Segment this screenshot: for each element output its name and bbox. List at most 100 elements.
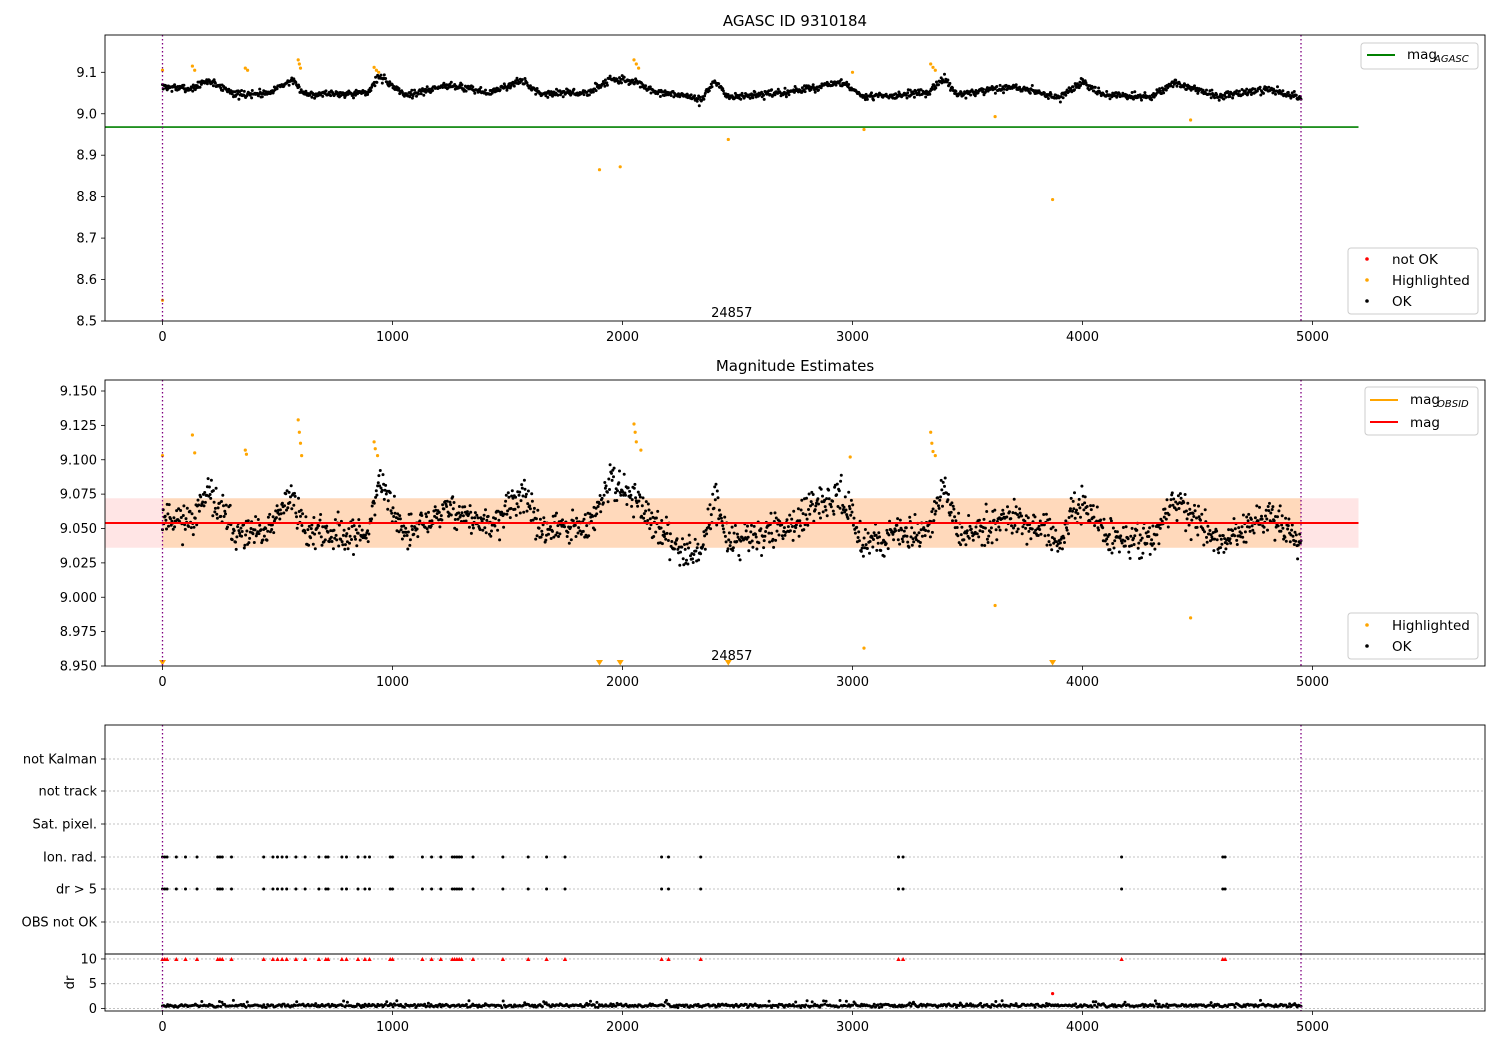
p2-ok-point [192, 525, 196, 529]
p2-ok-point [207, 485, 211, 489]
p2-ok-point [278, 508, 282, 512]
p2-ok-point [397, 530, 401, 534]
dr-clipped-marker [896, 956, 901, 961]
p2-ok-point [427, 510, 430, 514]
p1-ok-point [783, 86, 787, 90]
p2-ok-point [554, 533, 558, 537]
p2-ok-point [331, 547, 335, 551]
dr-point [794, 1000, 798, 1004]
p2-ok-point [445, 505, 449, 508]
p2-ok-point [520, 486, 524, 490]
flag-event-point [1223, 855, 1227, 859]
p2-ok-point [213, 506, 217, 510]
p2-ok-point [237, 529, 241, 533]
p2-ok-point [879, 549, 883, 552]
p2-ok-point [539, 535, 543, 539]
p2-ok-point [177, 507, 181, 511]
p2-ok-point [788, 513, 792, 517]
dr-point [595, 1000, 599, 1004]
p2-ok-point [502, 525, 506, 529]
p1-ok-point [523, 77, 527, 80]
p2-ok-point [439, 514, 443, 518]
p2-ok-point [625, 503, 629, 506]
p1-ok-point [762, 93, 766, 97]
p2-ok-point [469, 510, 473, 514]
p1-ok-point [773, 93, 777, 97]
p2-ok-point [977, 518, 981, 522]
dr-clipped-marker [544, 956, 549, 961]
p2-ok-point [1126, 537, 1130, 541]
p2-ok-point [465, 510, 469, 514]
p2-ok-point [342, 528, 346, 532]
p2-ok-point [918, 541, 922, 544]
dr-point [969, 1002, 972, 1006]
p2-ok-point [946, 498, 950, 502]
p2-ok-point [786, 525, 790, 529]
p2-ok-point [191, 533, 195, 537]
flag-event-point [471, 887, 475, 891]
dr-point [596, 1005, 600, 1009]
p2-ok-point [1105, 542, 1109, 546]
p2-ok-point [801, 512, 805, 516]
p2-ok-point [182, 504, 186, 508]
p1-ok-point [490, 91, 494, 95]
dr-point [696, 1002, 700, 1006]
p2-ok-point [393, 511, 397, 515]
p2-ok-point [1026, 516, 1030, 520]
p2-ok-point [715, 523, 719, 527]
p2-ok-point [604, 484, 608, 488]
p2-ok-point [502, 512, 506, 516]
p2-ok-point [1222, 550, 1226, 554]
p1-ok-point [648, 85, 652, 89]
p2-ok-point [731, 546, 735, 550]
p2-ok-point [1046, 533, 1050, 537]
p1-ok-point [380, 81, 384, 85]
p1-ytick-label-5: 9.0 [76, 107, 97, 122]
flag-event-point [280, 855, 284, 859]
p1-ytick-label-1: 8.6 [76, 273, 97, 288]
dr-point [766, 1004, 770, 1008]
p1-ok-point [619, 77, 623, 81]
dr-point [820, 1003, 824, 1007]
p1-highlighted-point-3 [193, 68, 197, 72]
p2-ok-point [849, 498, 853, 502]
p2-ok-point [985, 537, 989, 541]
p2-ok-point [697, 558, 701, 562]
p2-ok-point [596, 505, 600, 508]
dr-point [1094, 1000, 1098, 1004]
p2-ok-point [937, 506, 941, 510]
p2-ok-point [1270, 508, 1274, 511]
dr-point [262, 1003, 266, 1007]
p1-ok-point [949, 88, 952, 92]
p1-ok-point [260, 95, 264, 99]
p2-ok-point [530, 499, 534, 503]
p2-ok-point [1107, 533, 1111, 536]
p2-ok-point [1294, 539, 1298, 543]
p1-ok-point [943, 72, 946, 76]
p1-xtick-label-0: 0 [158, 330, 166, 345]
p2-ok-point [323, 538, 327, 542]
p2-highlighted-point-20 [933, 454, 937, 458]
p2-ok-point [283, 504, 286, 508]
p2-ok-point [1117, 550, 1121, 554]
p2-ok-point [825, 497, 829, 501]
p2-ok-point [920, 534, 924, 538]
p2-ok-point [460, 511, 464, 515]
p2-highlighted-point-18 [930, 441, 934, 445]
p2-ok-point [299, 514, 302, 518]
p2-ok-point [723, 515, 727, 519]
p1-ok-point [408, 95, 412, 99]
p2-ok-point [1164, 517, 1168, 521]
p2-ok-point [511, 496, 515, 500]
p2-ok-point [272, 531, 276, 535]
flag-event-point [285, 855, 289, 859]
p2-ok-point [994, 528, 998, 532]
p2-ok-point [981, 530, 985, 534]
p2-ok-point [1012, 526, 1015, 530]
p2-ok-point [435, 516, 439, 520]
p2-ok-point [289, 495, 292, 499]
p1-highlighted-point-16 [637, 66, 641, 70]
dr-point [231, 998, 235, 1002]
p2-ok-point [992, 518, 996, 522]
p1-ok-point [534, 92, 538, 96]
